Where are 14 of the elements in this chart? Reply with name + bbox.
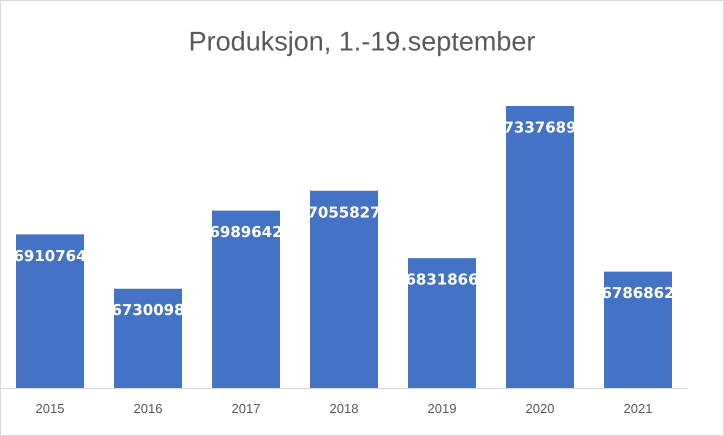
x-tick-label: 2017 (232, 401, 260, 416)
x-tick-label: 2016 (134, 401, 162, 416)
data-label: 7055827 (307, 203, 381, 222)
data-label: 7337689 (503, 118, 577, 136)
data-label: 6910764 (13, 246, 87, 265)
x-tick-label: 2021 (624, 401, 652, 416)
data-label: 6989642 (209, 223, 283, 242)
data-label: 6786862 (601, 284, 675, 302)
x-tick-label: 2020 (526, 401, 554, 416)
chart-title: Produksjon, 1.-19.september (188, 26, 536, 56)
x-tick-label: 2018 (330, 401, 358, 416)
x-tick-label: 2019 (428, 401, 456, 416)
data-label: 6831866 (405, 270, 479, 289)
x-tick-label: 2015 (36, 401, 64, 416)
